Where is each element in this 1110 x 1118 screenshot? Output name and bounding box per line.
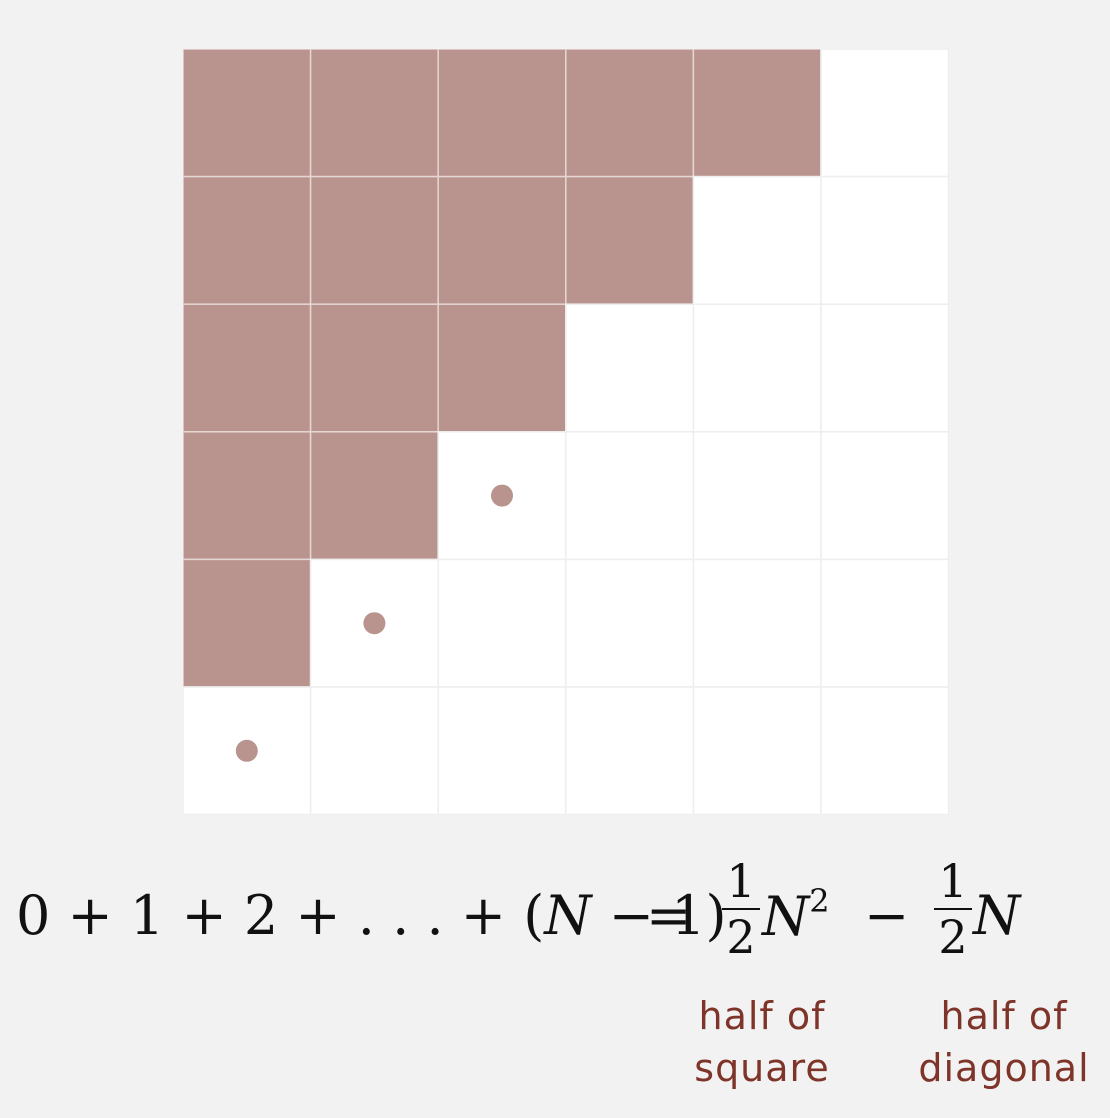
fraction-half-1: 1 2	[722, 858, 760, 960]
grid-svg	[183, 49, 949, 815]
empty-cell	[820, 686, 949, 815]
triangle-grid-diagram	[183, 49, 949, 815]
filled-cell	[437, 175, 567, 305]
filled-cell	[437, 303, 567, 433]
empty-cell	[692, 175, 822, 305]
fraction-1-bar	[722, 908, 760, 910]
filled-cell	[309, 49, 439, 178]
label-half-of-diagonal: half of diagonal	[912, 990, 1096, 1094]
equation-lhs: 0 + 1 + 2 + . . . + (N − 1)	[16, 889, 727, 943]
empty-cell	[692, 303, 822, 433]
empty-cell	[565, 303, 695, 433]
filled-cell	[309, 175, 439, 305]
empty-cell	[692, 686, 822, 815]
empty-cell	[820, 175, 949, 305]
filled-cell	[183, 431, 312, 561]
equals-sign: =	[646, 884, 692, 947]
fraction-1-denominator: 2	[726, 910, 756, 964]
empty-cell	[437, 686, 567, 815]
empty-cell	[565, 558, 695, 688]
label-square-line2: square	[694, 1046, 830, 1090]
filled-cell	[183, 49, 312, 178]
fraction-1-numerator: 1	[726, 854, 756, 908]
empty-cell	[820, 431, 949, 561]
empty-cell	[820, 49, 949, 178]
label-square-line1: half of	[698, 994, 826, 1038]
empty-cell	[820, 303, 949, 433]
equation-lhs-var: N	[544, 884, 592, 947]
filled-cell	[183, 175, 312, 305]
empty-cell	[692, 558, 822, 688]
fraction-2-denominator: 2	[938, 910, 968, 964]
diagonal-dot	[363, 612, 386, 635]
label-half-of-square: half of square	[682, 990, 842, 1094]
term-n-squared: N2	[762, 885, 830, 944]
equation-lhs-sum: 0 + 1 + 2 + . . . + (	[16, 884, 545, 947]
filled-cell	[437, 49, 567, 178]
minus-sign: −	[864, 884, 910, 947]
label-diagonal-line1: half of	[940, 994, 1068, 1038]
fraction-half-2: 1 2	[934, 858, 972, 960]
empty-cell	[820, 558, 949, 688]
filled-cell	[565, 175, 695, 305]
empty-cell	[692, 431, 822, 561]
equation-lhs-tail: − 1)	[591, 884, 727, 947]
empty-cell	[309, 686, 439, 815]
empty-cell	[565, 686, 695, 815]
diagonal-dot	[491, 484, 513, 507]
term-1-var: N	[762, 885, 810, 948]
term-2-var: N	[973, 884, 1021, 947]
filled-cell	[183, 558, 312, 688]
empty-cell	[565, 431, 695, 561]
term-1-exponent: 2	[809, 882, 830, 920]
fraction-2-bar	[934, 908, 972, 910]
label-diagonal-line2: diagonal	[918, 1046, 1090, 1090]
filled-cell	[183, 303, 312, 433]
grid-canvas	[183, 49, 949, 815]
diagonal-dot	[235, 739, 258, 762]
filled-cell	[309, 431, 439, 561]
empty-cell	[437, 558, 567, 688]
term-n: N	[973, 889, 1020, 943]
filled-cell	[309, 303, 439, 433]
fraction-2-numerator: 1	[938, 854, 968, 908]
filled-cell	[565, 49, 695, 178]
filled-cell	[692, 49, 822, 178]
